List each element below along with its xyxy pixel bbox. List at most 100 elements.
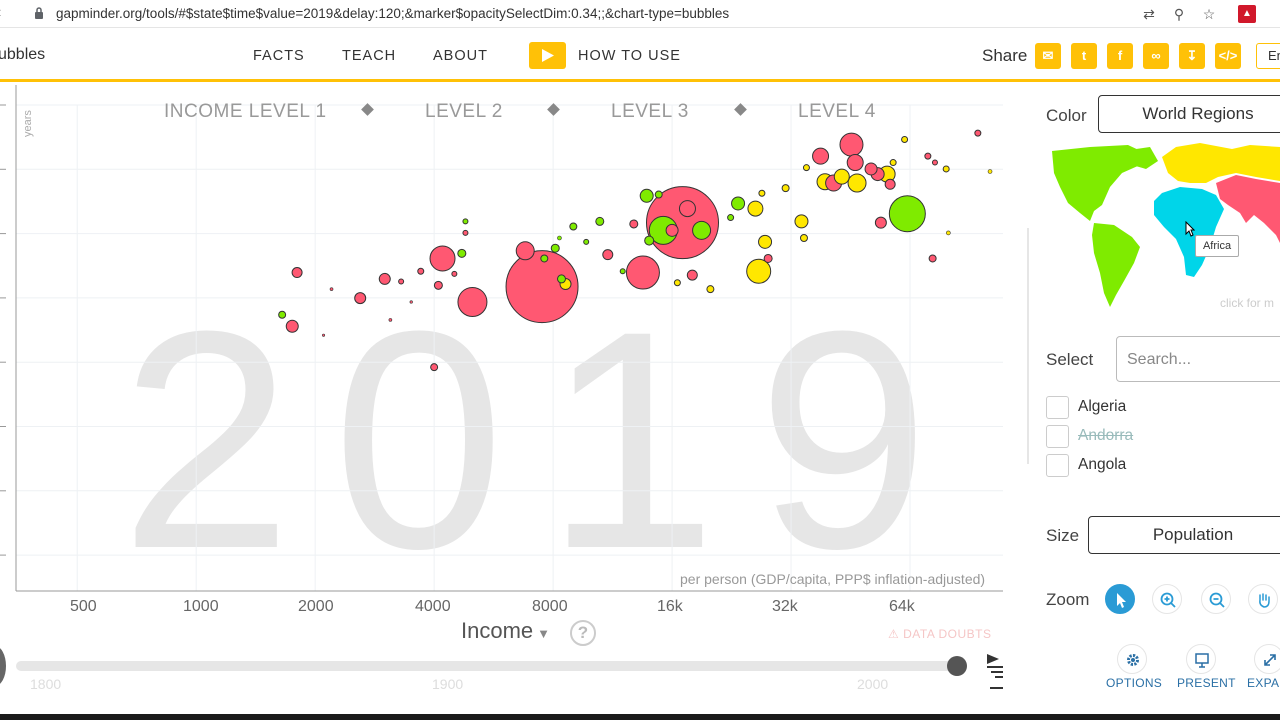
mail-icon[interactable]: ✉ <box>1035 43 1061 69</box>
expand-icon <box>1264 654 1276 666</box>
timeline-handle[interactable] <box>947 656 967 676</box>
timeline-slider[interactable] <box>16 661 958 671</box>
country-checkbox[interactable] <box>1046 396 1069 419</box>
country-bubble <box>629 219 639 229</box>
income-level-1-label: INCOME LEVEL 1 <box>164 101 327 122</box>
country-bubble <box>505 250 579 324</box>
nav-about[interactable]: ABOUT <box>433 48 488 64</box>
facebook-icon[interactable]: f <box>1107 43 1133 69</box>
country-bubble <box>639 188 654 203</box>
data-doubts-link[interactable]: ⚠ DATA DOUBTS <box>888 627 992 641</box>
x-tick-label: 1000 <box>183 598 219 615</box>
timeline-label: 2000 <box>857 676 889 692</box>
x-tick-label: 64k <box>889 598 915 615</box>
x-tick-label: 8000 <box>532 598 568 615</box>
select-label: Select <box>1046 350 1094 369</box>
present-label[interactable]: PRESENT <box>1177 676 1236 690</box>
income-level-3-label: LEVEL 3 <box>611 101 689 122</box>
panel-divider <box>1027 228 1029 464</box>
pointer-button[interactable] <box>1105 584 1135 614</box>
x-tick-label: 4000 <box>415 598 451 615</box>
twitter-icon[interactable]: t <box>1071 43 1097 69</box>
download-icon[interactable]: ↧ <box>1179 43 1205 69</box>
country-bubble <box>540 254 549 263</box>
pointer-icon <box>1117 593 1126 608</box>
x-axis-label: Income <box>461 618 534 643</box>
extension-icon[interactable]: ▲ <box>1238 5 1256 23</box>
country-checkbox[interactable] <box>1046 454 1069 477</box>
country-bubble <box>847 173 867 193</box>
zoom-label: Zoom <box>1046 590 1090 609</box>
play-icon <box>542 49 554 62</box>
country-name: Andorra <box>1078 427 1134 444</box>
star-icon[interactable]: ☆ <box>1202 6 1216 22</box>
country-bubble <box>430 363 439 372</box>
translate-icon[interactable]: ⇄ <box>1143 6 1155 22</box>
embed-icon[interactable]: </> <box>1215 43 1241 69</box>
zoom-icon[interactable]: ⚲ <box>1173 6 1185 22</box>
timeline-play-button[interactable] <box>0 646 6 686</box>
country-bubble <box>686 269 698 281</box>
map-tooltip: Africa <box>1195 235 1239 257</box>
speed-control-icon[interactable] <box>986 652 1006 692</box>
income-level-2-label: LEVEL 2 <box>425 101 503 122</box>
country-bubble <box>569 222 578 231</box>
app-title: ubbles <box>0 46 46 63</box>
country-checkbox[interactable] <box>1046 425 1069 448</box>
back-arrow-icon[interactable]: ‹ <box>0 4 1 22</box>
pan-button[interactable] <box>1248 584 1278 614</box>
x-axis-selector[interactable]: Income ▼ <box>461 618 550 644</box>
x-axis-description: per person (GDP/capita, PPP$ inflation-a… <box>680 571 986 587</box>
color-label: Color <box>1046 106 1087 125</box>
country-bubble <box>987 169 993 174</box>
cursor-icon <box>1185 221 1195 237</box>
country-bubble <box>874 216 887 229</box>
present-button[interactable] <box>1186 644 1216 674</box>
data-doubts-label: DATA DOUBTS <box>903 627 992 641</box>
world-regions-map[interactable] <box>1050 143 1280 313</box>
country-bubble <box>550 243 560 253</box>
country-bubble <box>291 267 303 279</box>
country-bubble <box>931 159 938 166</box>
timeline-label: 1800 <box>30 676 62 692</box>
country-name: Algeria <box>1078 398 1127 415</box>
app-header: ubbles FACTS TEACH ABOUT HOW TO USE Shar… <box>0 28 1280 82</box>
url-text[interactable]: gapminder.org/tools/#$state$time$value=2… <box>56 6 730 21</box>
country-bubble <box>839 132 864 157</box>
zoom-out-button[interactable] <box>1201 584 1231 614</box>
country-bubble <box>462 229 469 236</box>
country-bubble <box>673 279 681 287</box>
search-input[interactable] <box>1127 349 1277 371</box>
size-dropdown[interactable]: Population <box>1088 516 1280 554</box>
country-bubble <box>678 200 696 218</box>
country-bubble <box>763 253 773 263</box>
options-button[interactable] <box>1117 644 1147 674</box>
map-region-asia <box>1216 175 1280 243</box>
country-bubble <box>884 178 896 190</box>
country-bubble <box>329 287 334 291</box>
language-button[interactable]: En <box>1256 43 1280 69</box>
options-label[interactable]: OPTIONS <box>1106 676 1163 690</box>
link-icon[interactable]: ∞ <box>1143 43 1169 69</box>
country-search[interactable] <box>1116 336 1280 382</box>
pan-icon <box>1259 593 1270 608</box>
country-bubble <box>409 300 413 304</box>
how-to-use-play-button[interactable] <box>529 42 566 69</box>
color-dropdown[interactable]: World Regions <box>1098 95 1280 133</box>
bubble-chart[interactable]: 2019 INCOME LEVEL 1 LEVEL 2 LEVEL 3 LEVE… <box>0 85 1010 646</box>
how-to-use-link[interactable]: HOW TO USE <box>578 48 681 64</box>
country-bubble <box>846 154 864 172</box>
country-bubble <box>758 189 766 197</box>
help-icon[interactable]: ? <box>570 620 596 646</box>
map-region-americas <box>1092 223 1140 307</box>
country-bubble <box>462 218 469 225</box>
nav-teach[interactable]: TEACH <box>342 48 397 64</box>
expand-label[interactable]: EXPAN <box>1247 676 1280 690</box>
map-region-europe <box>1162 143 1280 183</box>
nav-facts[interactable]: FACTS <box>253 48 305 64</box>
expand-button[interactable] <box>1254 644 1280 674</box>
zoom-in-button[interactable] <box>1152 584 1182 614</box>
country-bubble <box>595 216 605 226</box>
income-level-4-label: LEVEL 4 <box>798 101 876 122</box>
map-hint: click for m <box>1220 296 1274 310</box>
